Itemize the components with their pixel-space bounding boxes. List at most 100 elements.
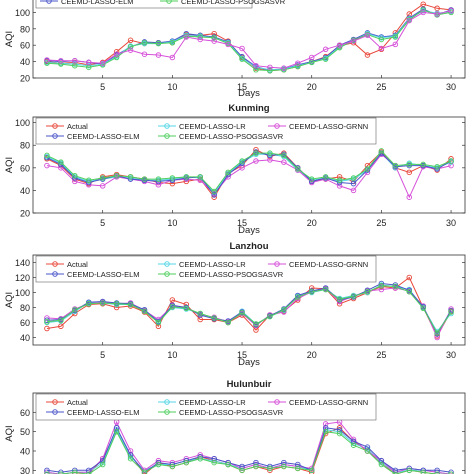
data-point [434, 330, 440, 336]
data-point [85, 301, 92, 307]
data-point [267, 64, 273, 71]
data-point [295, 294, 301, 300]
data-point [392, 471, 399, 474]
data-point [58, 471, 64, 474]
legend-entry: CEEMD-LASSO-PSOGSASVR [158, 408, 284, 417]
data-point [448, 471, 454, 474]
data-point [197, 36, 203, 43]
data-point [336, 426, 343, 433]
data-point [169, 175, 176, 181]
data-point [364, 448, 371, 454]
data-point [295, 60, 301, 66]
data-point [406, 274, 413, 281]
data-point [434, 471, 440, 474]
plot-frame [32, 0, 466, 79]
data-point [211, 35, 217, 41]
data-point [99, 62, 106, 68]
legend-swatch-marker [52, 409, 58, 415]
y-tick-label: 40 [20, 57, 30, 67]
x-tick-label: 20 [307, 350, 317, 360]
data-point [281, 65, 287, 71]
data-point [44, 57, 50, 63]
data-point [197, 455, 203, 462]
chart-title: Kunming [228, 103, 269, 114]
data-point [211, 455, 217, 462]
data-point [183, 305, 190, 312]
x-tick-label: 15 [237, 82, 247, 92]
x-tick-label: 30 [446, 350, 456, 360]
series-line-ceemd-lasso-psogsasvr [46, 150, 452, 193]
legend-entry: CEEMD-LASSO-PSOGSASVR [158, 270, 284, 279]
x-tick-label: 5 [100, 218, 105, 228]
legend-label: CEEMD-LASSO-GRNN [289, 260, 368, 269]
data-point [308, 467, 315, 474]
plot-frame [32, 254, 466, 346]
data-point [225, 169, 231, 176]
data-point [113, 428, 120, 435]
data-point [434, 11, 440, 17]
y-tick-label: 80 [20, 303, 30, 313]
data-point [308, 54, 315, 61]
data-point [267, 313, 273, 320]
data-point [99, 461, 106, 468]
data-point [281, 459, 287, 466]
y-tick-label: 60 [20, 318, 30, 328]
data-point [155, 176, 162, 182]
legend-label: Actual [67, 122, 88, 131]
data-point [141, 308, 148, 315]
y-tick-label: 20 [20, 209, 30, 219]
chart-panel-2: 20 40 60 80 100 5 10 15 20 25 30 AQI Days Kunming Actu… [4, 103, 466, 236]
legend-swatch-marker [52, 399, 58, 405]
x-tick-label: 25 [376, 218, 386, 228]
series-group [44, 274, 454, 341]
data-point [141, 176, 148, 182]
data-point [308, 176, 315, 182]
data-point [99, 60, 106, 66]
data-point [141, 39, 148, 46]
data-point [169, 39, 176, 46]
data-point [72, 58, 78, 64]
data-point [392, 283, 399, 290]
data-point [406, 169, 413, 176]
data-point [336, 430, 343, 437]
data-point [378, 148, 385, 154]
data-point [113, 51, 120, 57]
data-point [155, 182, 162, 188]
y-tick-label: 40 [20, 186, 30, 196]
data-point [378, 457, 385, 464]
data-point [141, 51, 148, 57]
legend-label: CEEMD-LASSO-ELM [61, 0, 134, 6]
data-point [239, 158, 245, 164]
data-point [364, 289, 371, 295]
data-point [364, 444, 371, 450]
data-point [364, 32, 371, 39]
data-point [336, 296, 343, 303]
data-point [350, 180, 357, 187]
legend-entry: CEEMD-LASSO-ELM [40, 0, 134, 6]
data-point [44, 467, 50, 474]
data-point [183, 459, 190, 466]
data-point [58, 165, 64, 171]
data-point [113, 425, 120, 431]
chart-panel-4: 30 40 50 60 AQI Hulunbuir Actual CEEMD-LASSO-LR… [4, 379, 466, 474]
data-point [322, 286, 329, 293]
data-point [448, 469, 454, 474]
data-point [322, 428, 329, 435]
data-point [448, 9, 454, 16]
data-point [72, 61, 78, 67]
data-point [211, 315, 217, 321]
data-point [99, 175, 106, 181]
data-point [350, 293, 357, 300]
series-line-ceemd-lasso-lr [46, 152, 452, 194]
legend-box [35, 0, 253, 9]
legend: Actual CEEMD-LASSO-LR CEEMD-LASSO-GRNN CEEM… [35, 117, 377, 145]
legend-label: CEEMD-LASSO-PSOGSASVR [181, 0, 286, 6]
data-point [378, 36, 385, 43]
data-point [72, 469, 78, 474]
data-point [72, 59, 78, 66]
data-point [99, 300, 106, 306]
data-point [239, 310, 245, 316]
data-point [85, 59, 92, 66]
data-point [239, 56, 245, 62]
legend-label: CEEMD-LASSO-PSOGSASVR [179, 408, 284, 417]
